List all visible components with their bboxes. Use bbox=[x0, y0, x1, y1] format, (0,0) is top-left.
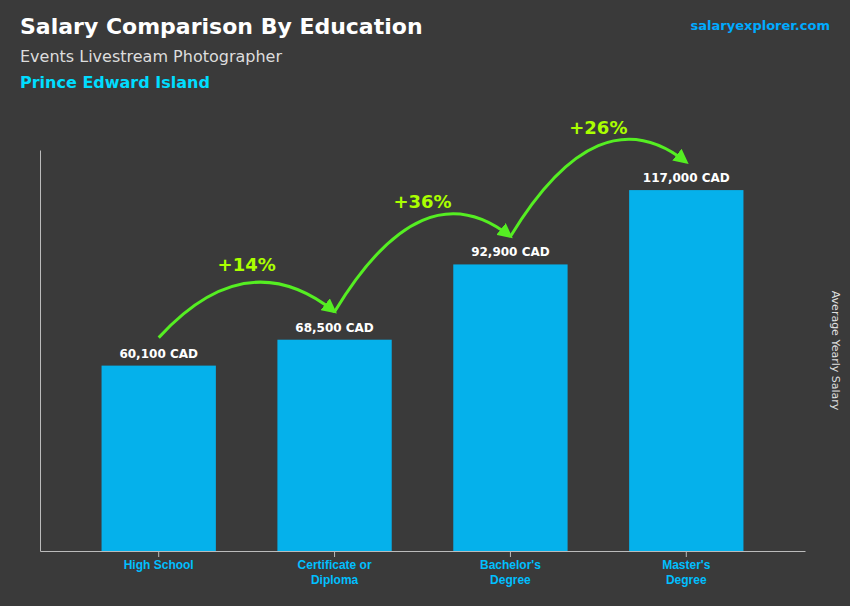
subtitle: Events Livestream Photographer bbox=[20, 47, 282, 66]
x-tick-label: Bachelor'sDegree bbox=[480, 558, 541, 587]
x-axis: High School Certificate orDiploma Bachelor… bbox=[41, 551, 806, 587]
bars bbox=[102, 190, 744, 551]
x-tick-line bbox=[334, 551, 335, 557]
title: Salary Comparison By Education bbox=[20, 14, 423, 39]
y-axis-line bbox=[40, 151, 41, 552]
change-arrow bbox=[335, 214, 511, 312]
location: Prince Edward Island bbox=[20, 73, 210, 92]
source: salaryexplorer.com bbox=[691, 18, 830, 33]
change-label: +36% bbox=[393, 191, 451, 212]
value-label: 92,900 CAD bbox=[471, 245, 550, 259]
x-axis-line bbox=[41, 551, 806, 552]
bar bbox=[453, 264, 567, 551]
change-label: +26% bbox=[569, 117, 627, 138]
x-tick-line bbox=[158, 551, 159, 557]
x-tick-line bbox=[686, 551, 687, 557]
change-arrow bbox=[159, 282, 335, 337]
value-label: 60,100 CAD bbox=[119, 347, 198, 361]
x-tick-label: High School bbox=[124, 558, 194, 572]
change-label: +14% bbox=[218, 254, 276, 275]
chart-svg: Salary Comparison By Education Events Liv… bbox=[0, 0, 850, 606]
x-tick: Bachelor'sDegree bbox=[480, 551, 541, 587]
x-tick-label: Certificate orDiploma bbox=[298, 558, 372, 587]
bar bbox=[277, 340, 391, 551]
bar bbox=[102, 366, 216, 551]
background bbox=[0, 0, 850, 606]
x-tick: High School bbox=[124, 551, 194, 572]
bar bbox=[629, 190, 743, 551]
x-tick: Certificate orDiploma bbox=[298, 551, 372, 587]
x-tick: Master'sDegree bbox=[662, 551, 711, 587]
x-tick-line bbox=[510, 551, 511, 557]
y-axis-title: Average Yearly Salary bbox=[829, 291, 842, 411]
value-label: 117,000 CAD bbox=[643, 171, 730, 185]
value-label: 68,500 CAD bbox=[295, 321, 374, 335]
change-arrow bbox=[510, 139, 686, 236]
plot: High School Certificate orDiploma Bachelor… bbox=[41, 117, 806, 587]
x-tick-label: Master'sDegree bbox=[662, 558, 711, 587]
y-axis bbox=[40, 151, 41, 552]
